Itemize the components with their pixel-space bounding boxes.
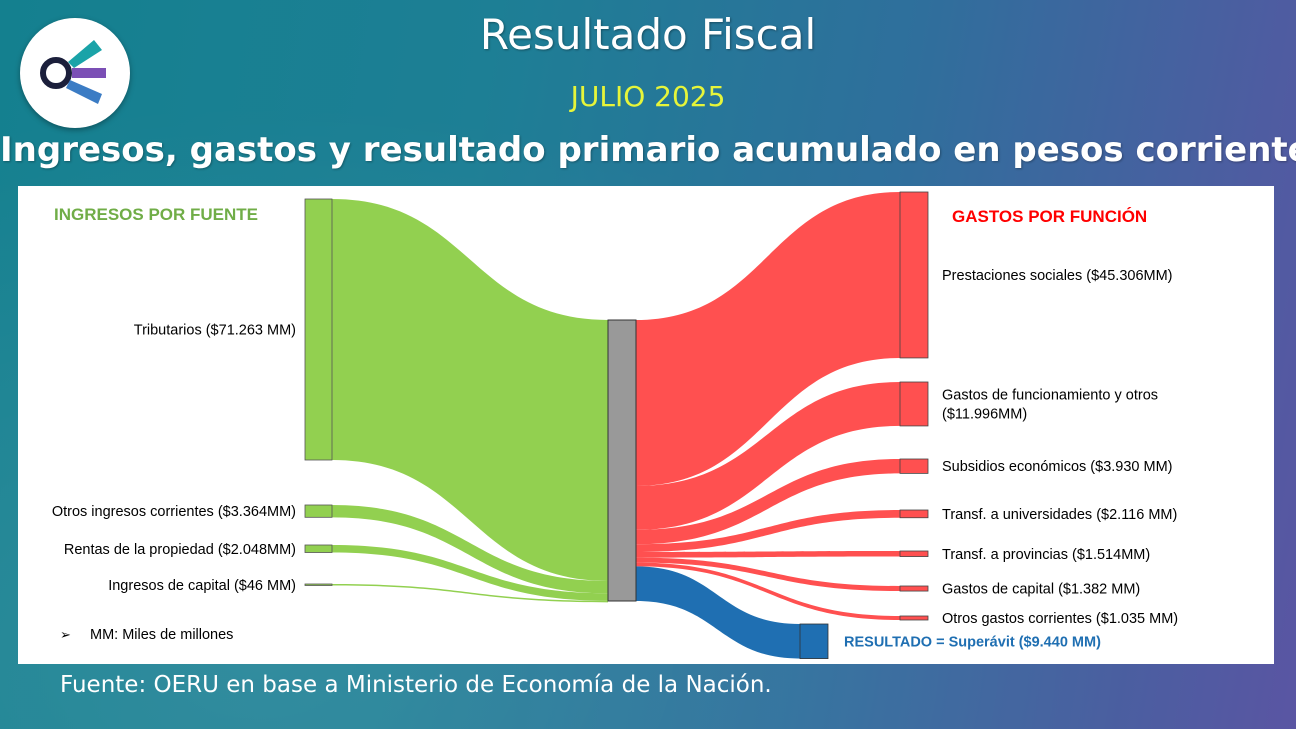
result-flow (636, 566, 800, 659)
target-node (899, 615, 929, 621)
source-node (304, 198, 333, 461)
target-label: Subsidios económicos ($3.930 MM) (942, 459, 1173, 475)
income-flow (332, 545, 608, 601)
target-label: Transf. a universidades ($2.116 MM) (942, 507, 1177, 523)
expense-flow (636, 557, 900, 592)
source-node (304, 544, 333, 553)
expense-title: GASTOS POR FUNCIÓN (952, 207, 1147, 226)
expense-flow (636, 510, 900, 553)
result-label: RESULTADO = Superávit ($9.440 MM) (844, 634, 1101, 650)
target-label: Otros gastos corrientes ($1.035 MM) (942, 611, 1178, 627)
expense-flow (636, 551, 900, 558)
target-label: ($11.996MM) (942, 406, 1027, 422)
target-node (899, 458, 929, 474)
bullet-arrow-icon: ➢ (60, 627, 71, 642)
expense-flow (636, 562, 900, 620)
target-node (899, 550, 929, 557)
sankey-chart-panel: Tributarios ($71.263 MM) Otros ingresos c… (18, 186, 1274, 664)
target-label: Prestaciones sociales ($45.306MM) (942, 268, 1173, 284)
chart-headline: Ingresos, gastos y resultado primario ac… (0, 130, 1296, 170)
source-node (304, 583, 333, 586)
period-label: JULIO 2025 (570, 80, 726, 113)
expense-flow (636, 382, 900, 530)
target-label: Gastos de capital ($1.382 MM) (942, 582, 1140, 598)
source-label: Ingresos de capital ($46 MM) (108, 578, 296, 594)
expense-flow (636, 459, 900, 545)
source-node (304, 504, 333, 518)
income-title: INGRESOS POR FUENTE (54, 205, 258, 224)
target-node (899, 381, 929, 427)
source-label: Rentas de la propiedad ($2.048MM) (64, 542, 296, 558)
source-label: Otros ingresos corrientes ($3.364MM) (52, 504, 296, 520)
target-node (899, 509, 929, 519)
hub-node (607, 319, 637, 602)
income-flow (332, 584, 608, 603)
expense-flow (636, 192, 900, 486)
income-flow (332, 199, 608, 582)
income-flow (332, 505, 608, 594)
target-node (899, 191, 929, 359)
page-title: Resultado Fiscal (479, 10, 817, 59)
target-label: Gastos de funcionamiento y otros (942, 387, 1158, 403)
source-note: Fuente: OERU en base a Ministerio de Eco… (60, 672, 772, 698)
oeru-logo-icon (20, 18, 130, 128)
target-node (899, 585, 929, 592)
units-note: MM: Miles de millones (90, 627, 233, 643)
target-label: Transf. a provincias ($1.514MM) (942, 547, 1150, 563)
source-label: Tributarios ($71.263 MM) (134, 323, 296, 339)
result-node (799, 623, 829, 659)
sankey-chart: Tributarios ($71.263 MM) Otros ingresos c… (52, 191, 1178, 659)
